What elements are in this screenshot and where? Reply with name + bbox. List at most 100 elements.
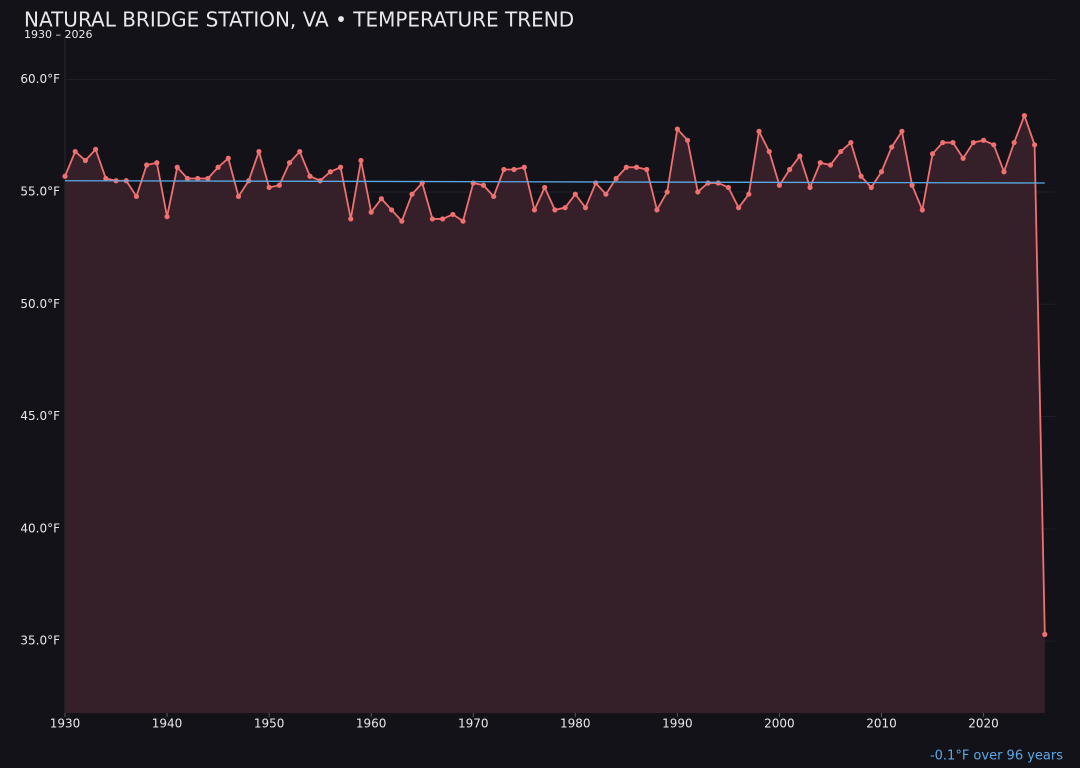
- data-point: [552, 207, 558, 213]
- x-tick-label: 1950: [254, 717, 285, 731]
- data-point: [521, 164, 527, 170]
- data-point: [307, 173, 313, 179]
- data-point: [144, 162, 150, 168]
- data-point: [133, 193, 140, 200]
- data-point: [286, 160, 293, 166]
- data-point: [1031, 142, 1038, 148]
- data-point: [235, 193, 242, 200]
- data-point: [572, 191, 578, 197]
- data-point: [776, 182, 783, 188]
- data-point: [501, 166, 507, 173]
- data-point: [633, 164, 640, 170]
- data-point: [195, 175, 201, 182]
- x-tick-label: 1940: [152, 717, 183, 731]
- trend-line: [64, 180, 1045, 184]
- data-point: [970, 139, 976, 146]
- trend-annotation: -0.1°F over 96 years: [930, 749, 1063, 764]
- data-point: [1001, 169, 1007, 175]
- data-point: [460, 218, 466, 224]
- data-point: [797, 153, 803, 159]
- data-point: [542, 184, 548, 191]
- data-point: [940, 139, 946, 146]
- data-point: [848, 139, 854, 146]
- data-point: [827, 162, 834, 168]
- data-point: [746, 191, 752, 197]
- x-tick-label: 2020: [968, 717, 999, 731]
- data-point: [644, 166, 650, 173]
- data-point: [1021, 113, 1027, 119]
- y-tick-label: 45.0°F: [20, 409, 60, 423]
- y-tick-label: 60.0°F: [20, 72, 60, 86]
- data-point: [388, 207, 395, 213]
- data-point: [909, 182, 915, 188]
- data-point: [725, 184, 732, 191]
- chart-subtitle: 1930 – 2026: [24, 28, 92, 41]
- data-point: [337, 164, 344, 170]
- data-point: [256, 148, 262, 155]
- data-point: [164, 214, 170, 220]
- data-point: [715, 180, 721, 186]
- data-point: [705, 180, 711, 186]
- x-tick-label: 2000: [764, 717, 795, 731]
- data-point: [960, 155, 966, 161]
- data-point: [215, 164, 221, 170]
- data-point: [980, 137, 987, 143]
- data-point: [409, 191, 415, 197]
- y-tick-label: 55.0°F: [20, 184, 60, 198]
- data-point: [878, 169, 885, 175]
- y-tick-label: 35.0°F: [20, 634, 60, 648]
- data-point: [399, 218, 405, 224]
- data-point: [889, 144, 895, 150]
- data-point: [950, 139, 956, 146]
- data-point: [868, 184, 874, 191]
- data-point: [429, 216, 436, 222]
- data-point: [838, 148, 844, 155]
- data-point: [1011, 139, 1017, 146]
- data-point: [562, 205, 568, 211]
- data-point: [358, 157, 364, 164]
- x-tick-label: 1980: [560, 717, 591, 731]
- data-point: [511, 166, 517, 173]
- data-point: [531, 207, 538, 213]
- y-tick-label: 40.0°F: [20, 521, 60, 535]
- data-point: [991, 142, 997, 148]
- data-point: [368, 209, 374, 215]
- data-point: [491, 193, 497, 200]
- data-point: [582, 205, 589, 211]
- data-point: [276, 182, 282, 188]
- area: [65, 115, 1045, 713]
- x-tick-label: 1930: [50, 717, 81, 731]
- data-point: [736, 205, 742, 211]
- data-point: [664, 189, 670, 195]
- data-point: [807, 184, 813, 191]
- data-point: [674, 126, 680, 132]
- data-point: [899, 128, 905, 134]
- data-point: [440, 216, 446, 222]
- data-point: [756, 128, 762, 134]
- x-tick-label: 1970: [458, 717, 489, 731]
- data-point: [919, 207, 925, 213]
- data-point: [593, 180, 599, 186]
- data-point: [787, 166, 793, 173]
- data-point: [266, 184, 272, 191]
- data-point: [93, 146, 99, 152]
- data-point: [103, 175, 109, 182]
- data-point: [348, 216, 354, 222]
- x-tick-label: 1960: [356, 717, 387, 731]
- data-point: [174, 164, 180, 170]
- data-point: [327, 169, 333, 175]
- data-point: [297, 148, 303, 155]
- y-tick-label: 50.0°F: [20, 297, 60, 311]
- x-tick-label: 2010: [866, 717, 897, 731]
- data-point: [225, 155, 231, 161]
- data-point: [480, 182, 487, 188]
- data-point: [378, 196, 384, 202]
- x-tick-label: 1990: [662, 717, 693, 731]
- data-point: [184, 175, 191, 182]
- data-point: [929, 151, 936, 157]
- data-point: [858, 173, 864, 179]
- data-point: [82, 157, 89, 164]
- data-point: [623, 164, 629, 170]
